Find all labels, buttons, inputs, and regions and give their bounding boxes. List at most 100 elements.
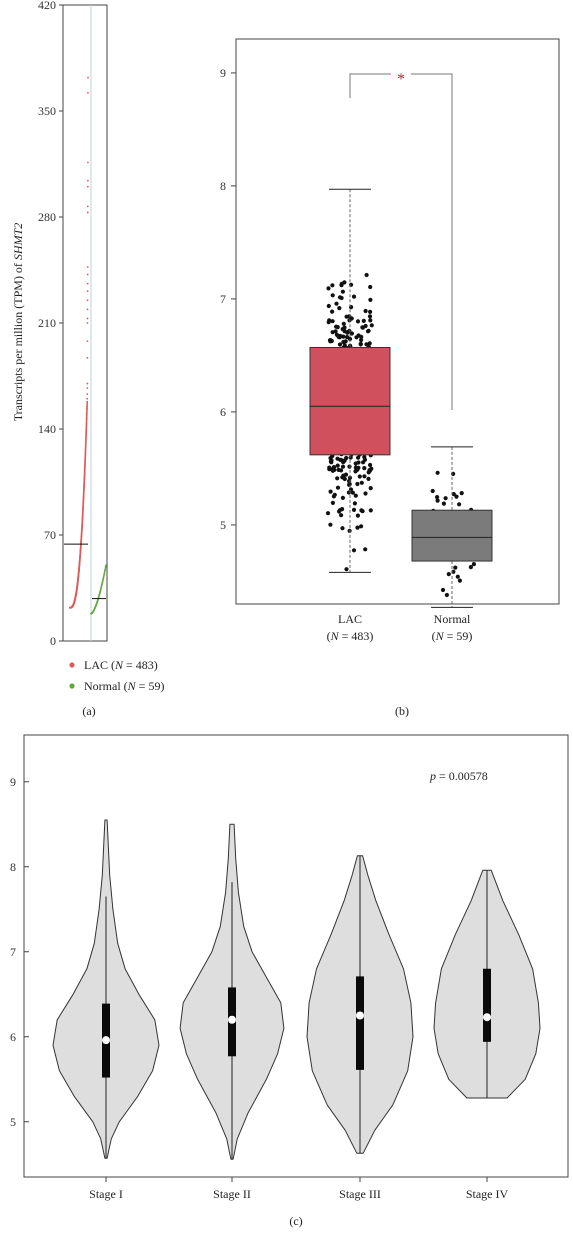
- jitter-point: [330, 500, 335, 505]
- jitter-point: [335, 485, 341, 490]
- jitter-point: [337, 306, 342, 311]
- jitter-point: [351, 507, 357, 512]
- panel-c-ytick-label: 8: [10, 860, 16, 874]
- jitter-point: [340, 327, 345, 332]
- panel-b-xlabel-n: (N = 483): [327, 629, 374, 643]
- panel-b-xlabel-n: (N = 59): [432, 629, 473, 643]
- jitter-point: [367, 314, 373, 319]
- panel-b-ytick-label: 9: [220, 66, 226, 80]
- panel-c-xlabel: Stage II: [213, 1187, 251, 1201]
- panel-a-lac-point: [86, 387, 89, 390]
- panel-a-ytick-label: 210: [38, 316, 56, 330]
- legend-lac-marker: [69, 662, 75, 668]
- jitter-point: [345, 330, 350, 335]
- jitter-point: [339, 513, 344, 518]
- jitter-point: [453, 565, 458, 570]
- jitter-point: [334, 301, 339, 306]
- jitter-point: [430, 488, 435, 494]
- panel-a-lac-point: [86, 211, 89, 214]
- jitter-point: [326, 286, 331, 291]
- jitter-point: [367, 468, 372, 473]
- jitter-point: [339, 295, 344, 301]
- panel-a-ytick-label: 350: [38, 104, 56, 118]
- jitter-point: [368, 462, 373, 468]
- jitter-point: [354, 335, 359, 340]
- jitter-point: [356, 460, 361, 465]
- panel-a-lac-point: [86, 282, 89, 285]
- jitter-point: [327, 467, 332, 472]
- panel-c-y-ticks: 5 6 7 8 9: [10, 775, 29, 1129]
- jitter-point: [350, 490, 355, 495]
- jitter-point: [444, 592, 449, 598]
- box-normal: [411, 509, 493, 562]
- panel-b-ytick-label: 6: [220, 405, 226, 419]
- jitter-point: [339, 458, 344, 463]
- jitter-point: [353, 493, 358, 498]
- panel-b: 5 6 7 8 9 * LAC (N = 483) Normal (N = 59) (b): [220, 38, 560, 718]
- panel-a-ytick-label: 280: [38, 210, 56, 224]
- jitter-point: [457, 578, 462, 583]
- jitter-point: [340, 495, 345, 500]
- violin-median: [228, 1015, 236, 1024]
- panel-a-ytick-label: 140: [38, 422, 56, 436]
- jitter-point: [359, 337, 364, 343]
- jitter-point: [327, 338, 333, 343]
- legend-lac-label: LAC (N = 483): [84, 658, 158, 672]
- jitter-point: [362, 466, 367, 471]
- panel-a-points: [64, 76, 107, 615]
- panel-c-p-value: p = 0.00578: [429, 769, 488, 783]
- jitter-point: [340, 526, 345, 531]
- jitter-point: [359, 480, 364, 485]
- jitter-point: [454, 494, 459, 499]
- panel-a-ytick-label: 0: [50, 634, 56, 648]
- panel-c-xlabel: Stage IV: [466, 1187, 509, 1201]
- jitter-point: [339, 281, 344, 286]
- panel-b-xlabel-name: Normal: [434, 612, 471, 626]
- jitter-point: [326, 320, 331, 325]
- jitter-point: [441, 501, 446, 506]
- jitter-point: [326, 303, 331, 309]
- jitter-point: [359, 524, 364, 529]
- jitter-point: [335, 476, 340, 481]
- jitter-point: [362, 474, 367, 479]
- panel-a-lac-point: [86, 308, 89, 311]
- panel-a-caption: (a): [82, 704, 95, 718]
- panel-a-lac-point: [87, 91, 89, 94]
- jitter-point: [335, 463, 340, 468]
- legend-normal-marker: [69, 683, 75, 689]
- panel-b-ytick-label: 8: [220, 179, 226, 193]
- jitter-point: [468, 565, 473, 570]
- panel-a-lac-point: [86, 290, 89, 293]
- jitter-point: [367, 341, 372, 346]
- box-lac: [309, 346, 391, 456]
- panel-a-ytick-label: 420: [38, 0, 56, 12]
- jitter-point: [435, 498, 440, 503]
- panel-a-normal-point: [105, 564, 107, 567]
- jitter-point: [368, 486, 373, 491]
- panel-a-lac-point: [86, 393, 89, 396]
- panel-a-ylabel-prefix: Transcripts per million (TPM) of: [11, 260, 25, 421]
- panel-a-ylabel: Transcripts per million (TPM) of SHMT2: [11, 223, 25, 422]
- jitter-point: [457, 502, 462, 507]
- jitter-point: [363, 491, 368, 496]
- jitter-point: [341, 339, 346, 345]
- panel-b-y-ticks: 5 6 7 8 9: [220, 66, 236, 532]
- jitter-point: [348, 455, 353, 460]
- panel-b-plot-frame: [235, 38, 560, 605]
- jitter-point: [356, 455, 361, 460]
- jitter-point: [334, 324, 339, 329]
- jitter-point: [361, 460, 366, 465]
- jitter-point: [328, 456, 333, 461]
- violin-median: [102, 1036, 110, 1045]
- jitter-point: [330, 330, 335, 335]
- panel-a-ytick-label: 70: [44, 528, 56, 542]
- panel-a-lac-point: [86, 266, 89, 268]
- panel-c-x-labels: Stage I Stage II Stage III Stage IV: [89, 1177, 508, 1201]
- jitter-point: [363, 308, 368, 314]
- legend-normal-label: Normal (N = 59): [84, 679, 164, 693]
- jitter-point: [330, 309, 335, 314]
- jitter-point: [344, 455, 349, 461]
- panel-a-lac-point: [86, 397, 89, 400]
- jitter-point: [331, 494, 336, 499]
- jitter-point: [343, 472, 349, 477]
